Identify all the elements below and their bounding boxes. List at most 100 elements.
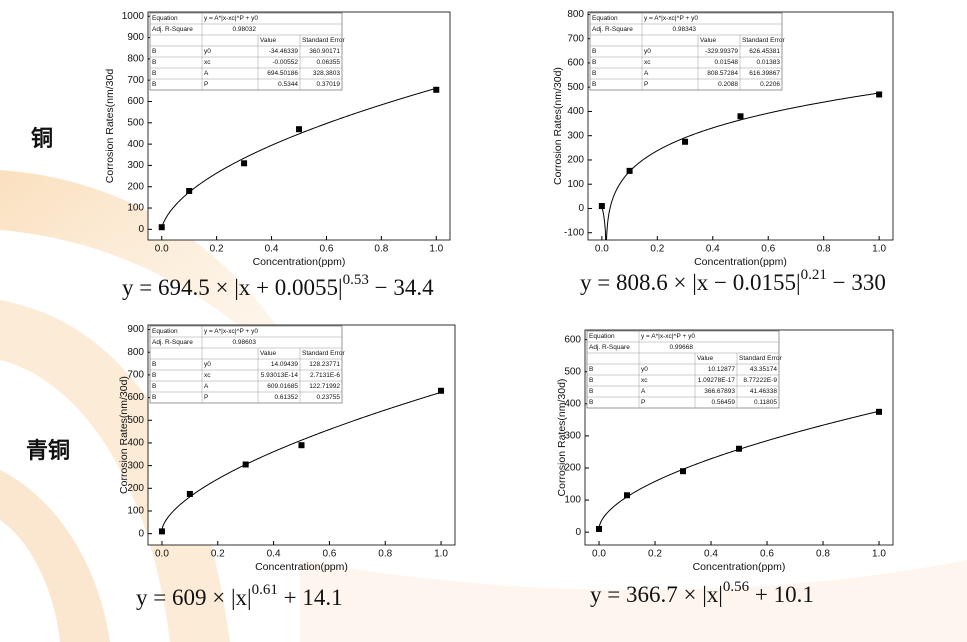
table-cell: P (641, 399, 645, 406)
formula-tail: + 10.1 (749, 582, 814, 607)
data-point (682, 138, 689, 145)
formula-base: y = 694.5 × |x + 0.0055| (122, 275, 343, 300)
table-cell: B (592, 48, 596, 55)
y-tick-label: 700 (127, 75, 144, 86)
table-cell: 0.98603 (233, 339, 257, 346)
y-tick-label: 200 (564, 463, 581, 474)
y-tick-label: 100 (127, 203, 144, 214)
table-cell: Equation (592, 15, 618, 22)
x-tick-label: 0.6 (322, 549, 336, 560)
table-cell: B (152, 48, 156, 55)
table-cell: -34.46339 (269, 48, 299, 55)
table-cell: Equation (152, 15, 178, 22)
fit-table: Equation y = A*|x-xc|^P + y0 Adj. R-Square… (149, 12, 345, 91)
y-tick-label: 600 (564, 334, 581, 345)
y-tick-label: 800 (127, 347, 144, 358)
table-cell: B (592, 81, 596, 88)
table-cell: xc (644, 59, 651, 66)
y-tick-label: 0 (575, 527, 581, 538)
data-point (598, 203, 605, 210)
table-cell: Adj. R-Square (152, 339, 193, 346)
formula-exponent: 0.53 (343, 272, 369, 288)
x-tick-label: 0.2 (648, 549, 662, 560)
x-tick-label: 0.4 (265, 244, 279, 255)
table-cell: 616.39867 (749, 70, 780, 77)
table-cell: B (589, 399, 593, 406)
table-cell: y0 (204, 361, 211, 368)
table-cell: y = A*|x-xc|^P + y0 (204, 328, 258, 335)
y-tick-label: 400 (564, 398, 581, 409)
table-cell: 694.50186 (267, 70, 298, 77)
table-cell: B (152, 361, 156, 368)
fit-table: Equation y = A*|x-xc|^P + y0 Adj. R-Square… (586, 330, 782, 409)
data-point (241, 160, 248, 167)
table-cell: A (204, 70, 209, 77)
table-cell: xc (641, 377, 648, 384)
table-cell: 609.01685 (267, 383, 298, 390)
data-point (736, 445, 742, 452)
background-swooshes (0, 170, 967, 642)
x-tick-label: 0.0 (155, 549, 169, 560)
x-tick-label: 0.0 (155, 244, 169, 255)
table-cell: xc (204, 372, 211, 379)
x-tick-label: 0.8 (816, 549, 830, 560)
formula-base: y = 366.7 × |x| (590, 582, 723, 607)
y-tick-label: 200 (567, 155, 584, 166)
y-tick-label: 900 (127, 32, 144, 43)
table-cell: P (644, 81, 648, 88)
table-cell: 10.12877 (708, 366, 735, 373)
data-point (626, 167, 633, 174)
table-cell: B (152, 383, 156, 390)
y-tick-label: 300 (127, 160, 144, 171)
y-tick-label: 800 (127, 54, 144, 65)
table-cell: 0.11805 (754, 399, 777, 406)
table-cell: 360.90171 (309, 48, 340, 55)
y-tick-label: 300 (567, 130, 584, 141)
fit-curve (161, 391, 442, 531)
table-frame (589, 12, 783, 91)
table-cell: B (152, 59, 156, 66)
x-tick-label: 1.0 (872, 549, 886, 560)
table-cell: Standard Error (739, 355, 782, 362)
x-tick-label: 0.4 (267, 549, 281, 560)
y-tick-label: 400 (567, 106, 584, 117)
y-tick-label: 800 (567, 9, 584, 20)
y-axis-label: Corrosion Rates(nm/30d) (118, 376, 130, 494)
table-frame (586, 330, 780, 409)
table-cell: 1.09278E-17 (698, 377, 736, 384)
table-cell: Value (260, 350, 277, 357)
x-tick-label: 0.6 (760, 549, 774, 560)
table-cell: 0.99668 (670, 344, 694, 351)
formula-tail: − 34.4 (369, 275, 434, 300)
table-cell: A (641, 388, 646, 395)
table-cell: P (204, 81, 208, 88)
x-tick-label: 0.2 (210, 244, 224, 255)
data-point (298, 442, 305, 449)
fit-table: Equation y = A*|x-xc|^P + y0 Adj. R-Square… (589, 12, 785, 91)
x-tick-label: 0.8 (378, 549, 392, 560)
table-cell: 0.5344 (278, 81, 298, 88)
table-cell: y0 (641, 366, 648, 373)
y-tick-label: 500 (567, 82, 584, 93)
table-cell: 0.01383 (757, 59, 781, 66)
formula: y = 609 × |x|0.61 + 14.1 (136, 582, 343, 610)
table-cell: B (592, 59, 596, 66)
x-axis-label: Concentration(ppm) (694, 256, 787, 268)
y-tick-label: 200 (127, 483, 144, 494)
table-cell: A (204, 383, 209, 390)
x-tick-label: 0.6 (320, 244, 334, 255)
table-cell: 626.45381 (749, 48, 780, 55)
x-axis-label: Concentration(ppm) (255, 561, 348, 573)
data-point (186, 490, 193, 497)
data-point (296, 126, 302, 133)
y-tick-label: 500 (127, 117, 144, 128)
data-point (433, 86, 440, 93)
x-axis-label: Concentration(ppm) (693, 561, 786, 573)
table-cell: y = A*|x-xc|^P + y0 (644, 15, 698, 22)
table-cell: 0.01548 (715, 59, 739, 66)
table-cell: 0.37019 (317, 81, 341, 88)
table-cell: Value (700, 37, 717, 44)
x-tick-label: 0.0 (592, 549, 606, 560)
table-cell: 0.98343 (673, 26, 697, 33)
table-cell: 808.57284 (707, 70, 738, 77)
